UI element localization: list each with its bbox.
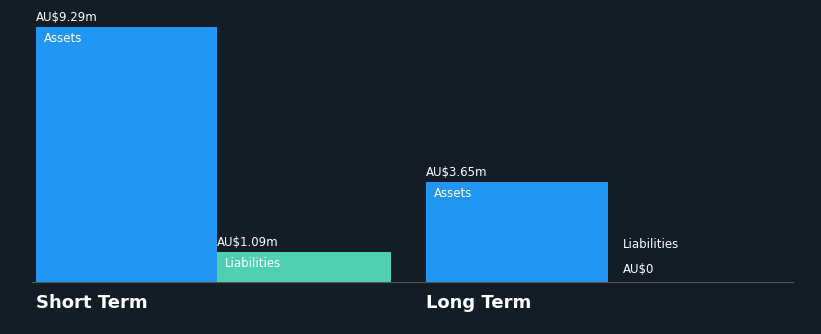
Bar — [426, 182, 608, 282]
Text: Assets: Assets — [434, 187, 473, 200]
Text: AU$3.65m: AU$3.65m — [426, 166, 488, 179]
Text: Liabilities: Liabilities — [623, 238, 680, 251]
Bar — [218, 252, 391, 282]
Text: AU$1.09m: AU$1.09m — [218, 236, 279, 249]
Text: Short Term: Short Term — [36, 294, 148, 312]
Text: Liabilities: Liabilities — [225, 257, 282, 270]
Text: AU$0: AU$0 — [623, 264, 654, 277]
Bar — [36, 27, 218, 282]
Text: AU$9.29m: AU$9.29m — [36, 11, 98, 24]
Text: Assets: Assets — [44, 32, 82, 45]
Text: Long Term: Long Term — [426, 294, 531, 312]
